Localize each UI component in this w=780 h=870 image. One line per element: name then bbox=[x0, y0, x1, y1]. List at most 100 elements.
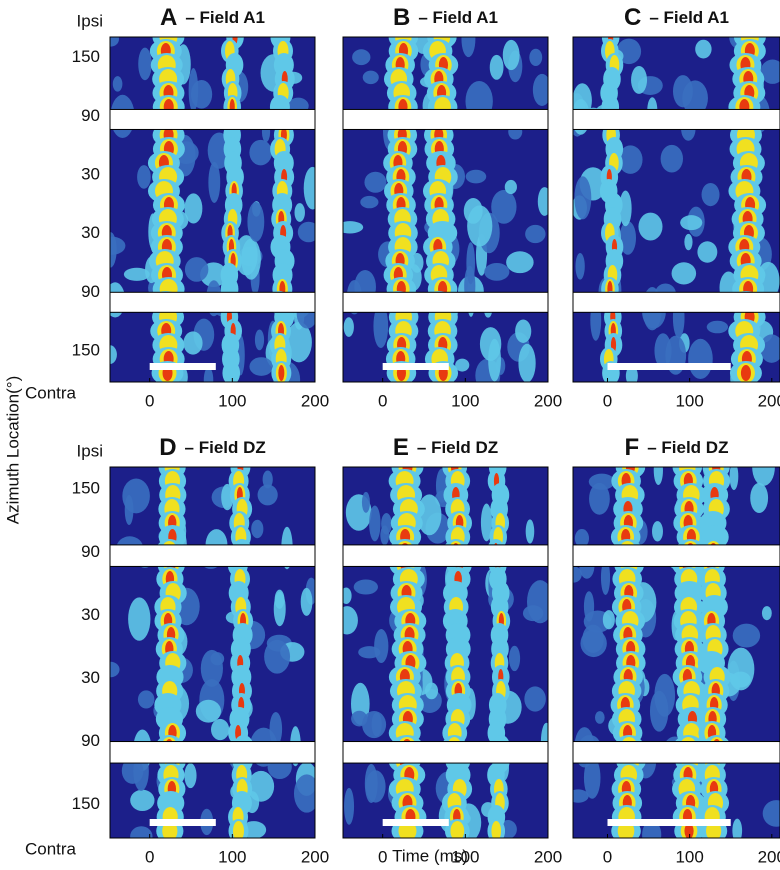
y-tick-label: Contra bbox=[25, 383, 77, 402]
heatmap-speckle bbox=[680, 215, 703, 231]
heatmap-speckle bbox=[594, 711, 605, 724]
heatmap-contour bbox=[450, 821, 465, 838]
heatmap-speckle bbox=[688, 338, 713, 380]
panel-field: – Field A1 bbox=[418, 8, 498, 27]
heatmap-speckle bbox=[653, 467, 663, 485]
heatmap bbox=[343, 37, 548, 382]
x-axis-label: Time (ms) bbox=[392, 846, 468, 865]
panel-letter: E bbox=[393, 434, 409, 461]
x-tick-label: 200 bbox=[301, 391, 329, 410]
heatmap-speckle bbox=[297, 221, 315, 243]
heatmap-speckle bbox=[208, 161, 221, 203]
panel-title: B – Field A1 bbox=[393, 4, 498, 31]
heatmap-speckle bbox=[706, 320, 729, 334]
heatmap-speckle bbox=[671, 262, 697, 285]
heatmap-speckle bbox=[183, 331, 203, 355]
stimulus-bar bbox=[607, 363, 731, 370]
panel-field: – Field DZ bbox=[417, 438, 498, 457]
heatmap-speckle bbox=[210, 652, 225, 666]
heatmap-speckle bbox=[373, 304, 389, 349]
heatmap-speckle bbox=[264, 639, 291, 674]
heatmap-speckle bbox=[652, 521, 663, 542]
heatmap-speckle bbox=[697, 241, 718, 263]
heatmap-speckle bbox=[137, 165, 151, 189]
y-tick-label: 30 bbox=[81, 223, 100, 242]
heatmap-speckle bbox=[362, 710, 387, 739]
excluded-band bbox=[573, 108, 780, 130]
heatmap-speckle bbox=[461, 37, 476, 58]
heatmap-speckle bbox=[203, 367, 214, 382]
panel-frame bbox=[109, 36, 316, 383]
heatmap-speckle bbox=[506, 251, 534, 274]
y-tick-label: 150 bbox=[72, 794, 100, 813]
heatmap-speckle bbox=[362, 70, 379, 85]
y-tick-label: 150 bbox=[72, 479, 100, 498]
heatmap-speckle bbox=[374, 629, 389, 664]
heatmap-speckle bbox=[273, 591, 286, 627]
x-tick-label: 100 bbox=[675, 391, 703, 410]
heatmap-speckle bbox=[529, 48, 543, 67]
excluded-band bbox=[573, 741, 780, 764]
heatmap-speckle bbox=[369, 505, 381, 542]
heatmap-speckle bbox=[138, 47, 152, 81]
heatmap-speckle bbox=[303, 166, 315, 210]
heatmap-speckle bbox=[573, 789, 589, 803]
heatmap-speckle bbox=[619, 221, 637, 255]
heatmap-speckle bbox=[112, 76, 123, 92]
heatmap bbox=[110, 37, 315, 382]
x-tick-label: 100 bbox=[218, 391, 246, 410]
heatmap-speckle bbox=[467, 205, 493, 247]
heatmap-speckle bbox=[352, 49, 371, 66]
panel-field: – Field A1 bbox=[185, 8, 265, 27]
y-tick-label: Ipsi bbox=[77, 11, 103, 30]
heatmap-speckle bbox=[525, 224, 546, 244]
heatmap-speckle bbox=[574, 529, 590, 548]
panel-title: D – Field DZ bbox=[159, 434, 266, 461]
x-tick-label: 200 bbox=[534, 847, 562, 866]
heatmap-speckle bbox=[762, 800, 780, 827]
heatmap-speckle bbox=[110, 661, 120, 678]
heatmap-speckle bbox=[293, 774, 315, 813]
heatmap-speckle bbox=[761, 606, 772, 621]
heatmap-speckle bbox=[361, 491, 370, 513]
heatmap-speckle bbox=[380, 525, 390, 546]
heatmap-speckle bbox=[424, 682, 439, 700]
heatmap-speckle bbox=[128, 597, 151, 641]
heatmap bbox=[573, 37, 780, 382]
stimulus-bar bbox=[607, 819, 731, 826]
panel-frame bbox=[342, 36, 549, 383]
heatmap-speckle bbox=[130, 826, 153, 838]
heatmap-speckle bbox=[110, 345, 117, 365]
excluded-band bbox=[343, 108, 548, 130]
heatmap-speckle bbox=[360, 195, 379, 209]
heatmap-speckle bbox=[137, 690, 155, 709]
panel-frame bbox=[572, 36, 780, 383]
heatmap-speckle bbox=[480, 503, 493, 542]
heatmap-speckle bbox=[515, 319, 532, 343]
heatmap-speckle bbox=[638, 212, 663, 241]
heatmap-speckle bbox=[122, 478, 150, 514]
heatmap-speckle bbox=[491, 189, 517, 224]
x-tick-label: 100 bbox=[218, 847, 246, 866]
y-tick-label: 90 bbox=[81, 542, 100, 561]
x-tick-label: 200 bbox=[758, 847, 780, 866]
excluded-band bbox=[110, 544, 315, 567]
stimulus-bar bbox=[149, 363, 216, 370]
heatmap-speckle bbox=[110, 37, 119, 47]
excluded-band bbox=[110, 291, 315, 313]
heatmap-speckle bbox=[251, 519, 264, 539]
x-tick-label: 100 bbox=[451, 847, 479, 866]
excluded-band bbox=[343, 544, 548, 567]
heatmap-contour bbox=[233, 821, 244, 838]
y-axis-label: Azimuth Location(°) bbox=[3, 376, 22, 525]
heatmap-speckle bbox=[582, 624, 604, 653]
heatmap-speckle bbox=[488, 338, 501, 382]
heatmap-speckle bbox=[489, 54, 504, 80]
heatmap-speckle bbox=[760, 59, 780, 84]
heatmap-speckle bbox=[600, 559, 611, 595]
heatmap-speckle bbox=[684, 233, 693, 251]
y-tick-label: Contra bbox=[25, 839, 77, 858]
heatmap-speckle bbox=[649, 690, 669, 732]
heatmap-speckle bbox=[583, 756, 601, 799]
